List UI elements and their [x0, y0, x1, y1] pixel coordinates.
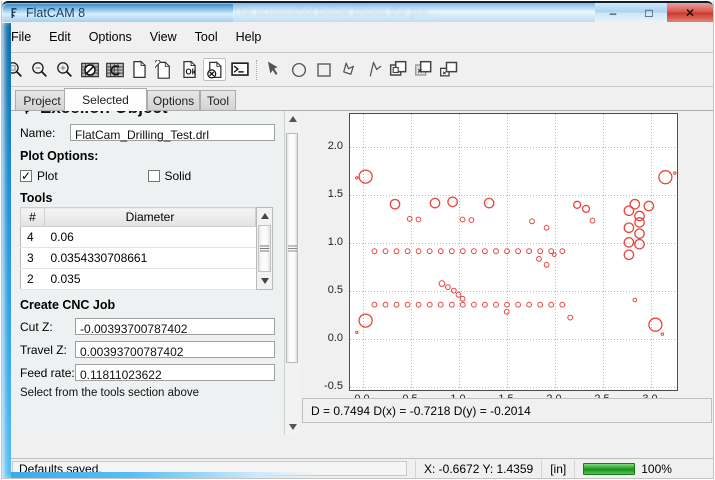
svg-text:Ok: Ok — [186, 67, 197, 76]
